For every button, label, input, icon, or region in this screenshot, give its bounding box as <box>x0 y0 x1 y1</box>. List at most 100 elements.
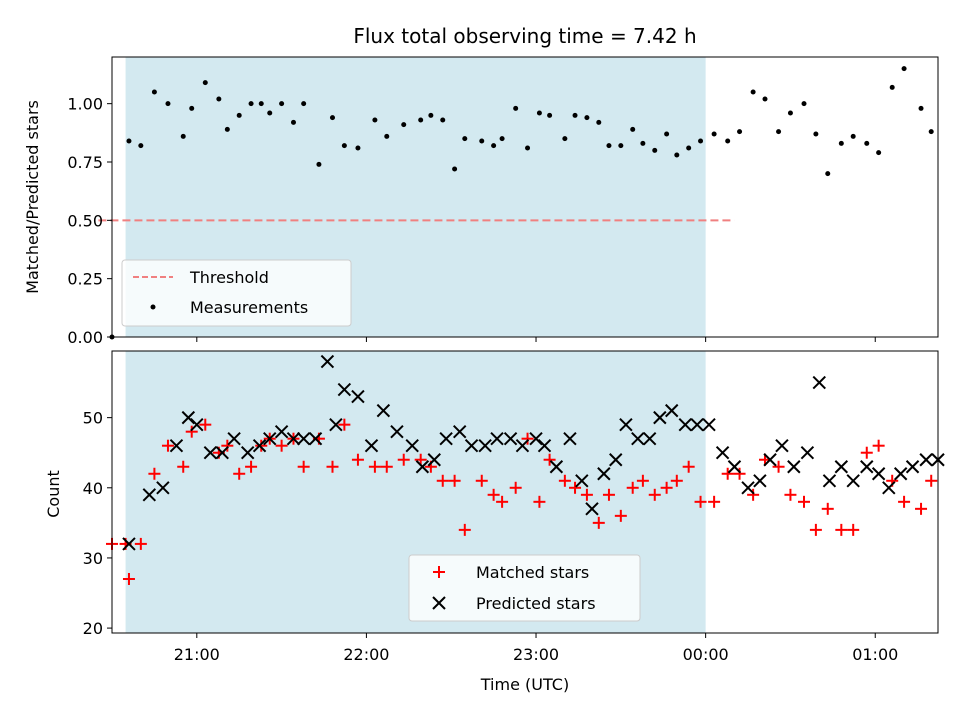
predicted-star-point <box>753 474 767 488</box>
matched-star-point <box>809 523 822 536</box>
matched-star-point <box>682 460 695 473</box>
legend-predicted-swatch <box>432 596 446 610</box>
predicted-star-point <box>390 424 404 439</box>
bottom-legend: Matched stars Predicted stars <box>408 554 641 622</box>
matched-star-point <box>733 467 746 480</box>
predicted-star-point <box>919 453 933 467</box>
matched-star-point <box>721 467 734 480</box>
predicted-star-point <box>715 446 730 460</box>
measurement-point <box>290 119 296 125</box>
matched-star-point <box>368 460 381 473</box>
predicted-star-point <box>846 474 860 488</box>
predicted-star-point <box>215 446 229 460</box>
predicted-star-point <box>427 453 441 467</box>
measurement-point <box>562 136 568 142</box>
measurement-point <box>572 112 578 118</box>
matched-star-point <box>747 488 760 501</box>
predicted-star-point <box>597 467 611 481</box>
measurement-point <box>711 131 717 137</box>
matched-star-point <box>558 474 571 487</box>
matched-star-point <box>161 439 174 452</box>
measurement-point <box>750 89 756 95</box>
matched-star-point <box>670 474 683 487</box>
matched-star-point <box>602 488 615 501</box>
bottom-y-tick-label: 40 <box>83 479 103 498</box>
measurement-point <box>258 101 264 107</box>
measurement-point <box>664 131 670 137</box>
matched-star-point <box>847 523 860 536</box>
predicted-star-point <box>515 438 530 453</box>
predicted-star-point <box>296 431 311 446</box>
measurement-point <box>630 126 636 132</box>
measurement-point <box>180 133 186 139</box>
matched-star-point <box>521 432 534 445</box>
measurement-point <box>202 80 208 86</box>
matched-star-point <box>872 439 885 452</box>
matched-star-point <box>626 481 639 494</box>
measurement-point <box>248 101 254 107</box>
measurement-point <box>686 145 692 151</box>
x-axis-label: Time (UTC) <box>480 675 569 694</box>
chart-title: Flux total observing time = 7.42 h <box>353 24 696 48</box>
predicted-star-point <box>609 453 623 467</box>
matched-star-point <box>543 453 556 466</box>
matched-star-point <box>580 488 593 501</box>
predicted-star-point <box>727 460 742 474</box>
predicted-star-point <box>405 438 419 453</box>
measurement-point <box>584 115 590 121</box>
measurement-point <box>189 105 195 111</box>
predicted-star-point <box>286 431 301 446</box>
matched-star-point <box>245 460 258 473</box>
bottom-legend-box <box>408 554 641 622</box>
predicted-star-point <box>252 438 267 453</box>
matched-star-point <box>898 495 911 508</box>
measurement-point <box>596 119 602 125</box>
matched-star-point <box>351 453 364 466</box>
x-tick-label: 00:00 <box>683 645 729 664</box>
measurement-point <box>928 129 934 135</box>
predicted-star-point <box>181 410 196 425</box>
predicted-star-point <box>665 403 679 418</box>
measurement-point <box>355 145 361 151</box>
measurement-point <box>737 129 743 135</box>
matched-star-point <box>648 488 661 501</box>
matched-star-point <box>475 474 488 487</box>
bottom-y-tick-label: 20 <box>83 619 103 638</box>
predicted-star-point <box>860 460 874 474</box>
measurement-point <box>640 140 646 146</box>
top-y-tick-label: 0.75 <box>67 153 103 172</box>
measurement-point <box>787 110 793 116</box>
matched-star-point <box>448 474 461 487</box>
legend-threshold-label: Threshold <box>189 268 269 287</box>
x-tick-label: 22:00 <box>343 645 389 664</box>
measurement-point <box>418 117 424 123</box>
matched-star-point <box>592 516 605 529</box>
measurement-point <box>864 140 870 146</box>
bottom-axes-frame <box>111 350 939 634</box>
matched-star-point <box>436 474 449 487</box>
measurement-point <box>813 131 819 137</box>
predicted-star-point <box>351 389 365 404</box>
matched-star-point <box>397 453 410 466</box>
bottom-y-tick-label: 30 <box>83 549 103 568</box>
matched-star-point <box>338 418 351 431</box>
matched-star-point <box>821 502 834 515</box>
matched-star-point <box>458 523 471 536</box>
predicted-star-point <box>364 438 379 453</box>
measurement-point <box>401 122 407 128</box>
measurement-point <box>698 138 704 144</box>
predicted-star-point <box>642 431 657 446</box>
measurement-point <box>479 138 485 144</box>
measurement-point <box>491 143 497 149</box>
measurement-point <box>776 129 782 135</box>
predicted-star-point <box>787 460 801 474</box>
matched-star-point <box>199 418 212 431</box>
measurement-point <box>652 147 658 153</box>
measurement-point <box>838 140 844 146</box>
measurement-point <box>801 101 807 107</box>
legend-matched-label: Matched stars <box>476 563 589 582</box>
measurement-point <box>452 166 458 172</box>
matched-star-point <box>772 460 785 473</box>
bottom-y-axis-label: Count <box>44 470 63 518</box>
